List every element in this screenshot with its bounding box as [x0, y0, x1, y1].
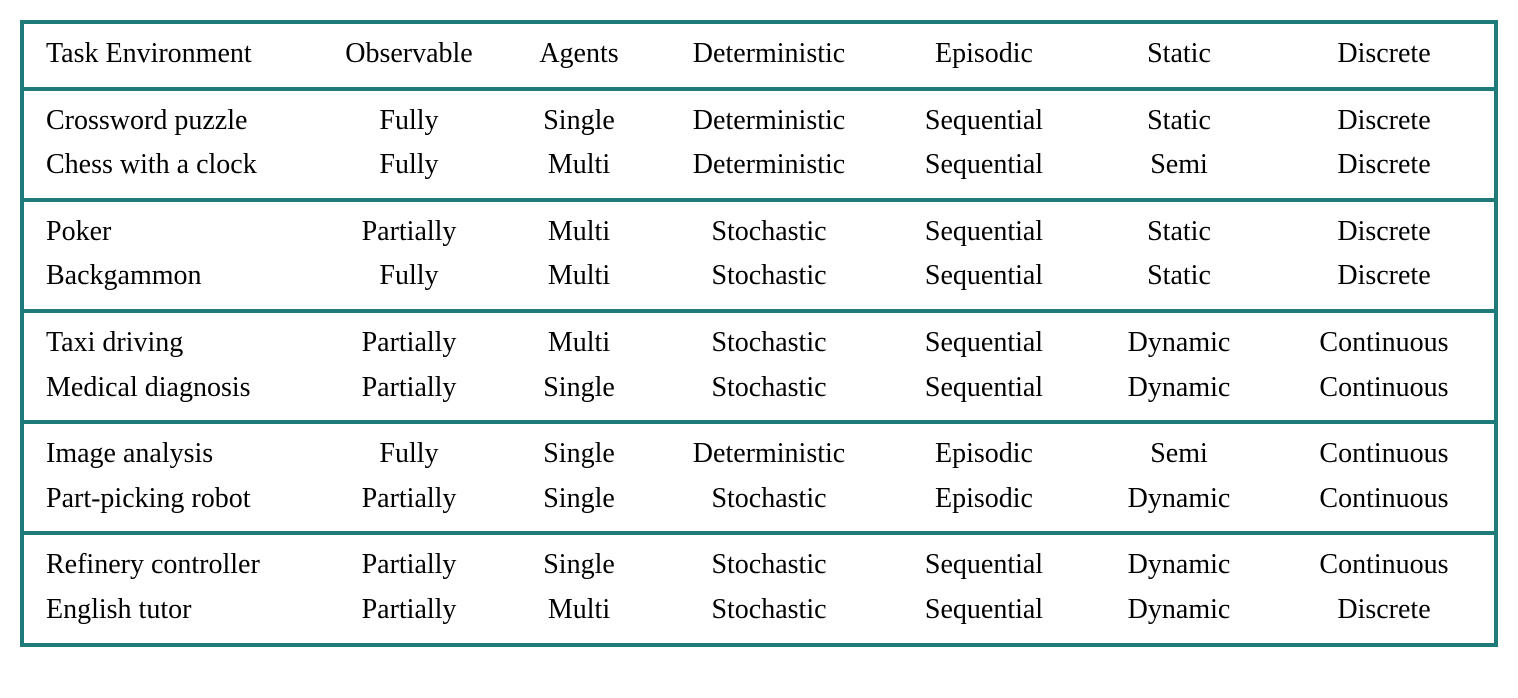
table-group: Image analysis Fully Single Deterministi…	[24, 424, 1494, 535]
cell: Fully	[314, 434, 504, 475]
table-row: Medical diagnosis Partially Single Stoch…	[24, 366, 1494, 421]
cell: Sequential	[884, 323, 1084, 364]
cell: Multi	[504, 323, 654, 364]
col-header: Observable	[314, 34, 504, 75]
col-header: Discrete	[1274, 34, 1494, 75]
table-group: Poker Partially Multi Stochastic Sequent…	[24, 202, 1494, 313]
table-row: Crossword puzzle Fully Single Determinis…	[24, 91, 1494, 144]
cell: Chess with a clock	[24, 145, 314, 186]
cell: Discrete	[1274, 590, 1494, 631]
cell: Continuous	[1274, 545, 1494, 586]
cell: Discrete	[1274, 101, 1494, 142]
cell: Taxi driving	[24, 323, 314, 364]
table-header-row: Task Environment Observable Agents Deter…	[24, 24, 1494, 87]
cell: Deterministic	[654, 145, 884, 186]
cell: Stochastic	[654, 545, 884, 586]
cell: Partially	[314, 545, 504, 586]
cell: Partially	[314, 590, 504, 631]
cell: Sequential	[884, 256, 1084, 297]
cell: Fully	[314, 101, 504, 142]
table-group: Refinery controller Partially Single Sto…	[24, 535, 1494, 642]
cell: Crossword puzzle	[24, 101, 314, 142]
cell: Static	[1084, 256, 1274, 297]
cell: Continuous	[1274, 479, 1494, 520]
cell: Single	[504, 545, 654, 586]
cell: Stochastic	[654, 590, 884, 631]
table-row: Image analysis Fully Single Deterministi…	[24, 424, 1494, 477]
col-header: Static	[1084, 34, 1274, 75]
cell: Single	[504, 479, 654, 520]
cell: Refinery controller	[24, 545, 314, 586]
cell: Continuous	[1274, 323, 1494, 364]
col-header: Agents	[504, 34, 654, 75]
cell: Continuous	[1274, 368, 1494, 409]
cell: Medical diagnosis	[24, 368, 314, 409]
cell: Dynamic	[1084, 479, 1274, 520]
cell: Continuous	[1274, 434, 1494, 475]
cell: Part-picking robot	[24, 479, 314, 520]
cell: Sequential	[884, 545, 1084, 586]
cell: Single	[504, 101, 654, 142]
table-row: Poker Partially Multi Stochastic Sequent…	[24, 202, 1494, 255]
cell: Backgammon	[24, 256, 314, 297]
table-row: Taxi driving Partially Multi Stochastic …	[24, 313, 1494, 366]
cell: Stochastic	[654, 479, 884, 520]
cell: Deterministic	[654, 434, 884, 475]
table-row: Chess with a clock Fully Multi Determini…	[24, 143, 1494, 198]
cell: Multi	[504, 256, 654, 297]
cell: Image analysis	[24, 434, 314, 475]
cell: Stochastic	[654, 256, 884, 297]
cell: Fully	[314, 145, 504, 186]
cell: Partially	[314, 368, 504, 409]
col-header: Task Environment	[24, 34, 314, 75]
table-row: Part-picking robot Partially Single Stoc…	[24, 477, 1494, 532]
table-row: Backgammon Fully Multi Stochastic Sequen…	[24, 254, 1494, 309]
task-environment-table: Task Environment Observable Agents Deter…	[20, 20, 1498, 647]
cell: Sequential	[884, 212, 1084, 253]
table-row: English tutor Partially Multi Stochastic…	[24, 588, 1494, 643]
cell: Dynamic	[1084, 545, 1274, 586]
cell: Multi	[504, 212, 654, 253]
table-group: Crossword puzzle Fully Single Determinis…	[24, 91, 1494, 202]
cell: Discrete	[1274, 256, 1494, 297]
col-header: Deterministic	[654, 34, 884, 75]
cell: Sequential	[884, 368, 1084, 409]
cell: Single	[504, 434, 654, 475]
cell: Dynamic	[1084, 368, 1274, 409]
cell: Dynamic	[1084, 590, 1274, 631]
table-header-section: Task Environment Observable Agents Deter…	[24, 24, 1494, 91]
cell: Static	[1084, 212, 1274, 253]
cell: Single	[504, 368, 654, 409]
cell: Fully	[314, 256, 504, 297]
cell: Sequential	[884, 145, 1084, 186]
table-group: Taxi driving Partially Multi Stochastic …	[24, 313, 1494, 424]
cell: Static	[1084, 101, 1274, 142]
cell: Dynamic	[1084, 323, 1274, 364]
cell: Discrete	[1274, 212, 1494, 253]
cell: Stochastic	[654, 368, 884, 409]
cell: Poker	[24, 212, 314, 253]
cell: Discrete	[1274, 145, 1494, 186]
cell: Multi	[504, 590, 654, 631]
cell: Episodic	[884, 434, 1084, 475]
cell: Multi	[504, 145, 654, 186]
cell: Episodic	[884, 479, 1084, 520]
cell: Stochastic	[654, 323, 884, 364]
cell: Semi	[1084, 434, 1274, 475]
table-row: Refinery controller Partially Single Sto…	[24, 535, 1494, 588]
cell: English tutor	[24, 590, 314, 631]
cell: Deterministic	[654, 101, 884, 142]
cell: Sequential	[884, 590, 1084, 631]
cell: Partially	[314, 323, 504, 364]
cell: Stochastic	[654, 212, 884, 253]
cell: Partially	[314, 479, 504, 520]
cell: Partially	[314, 212, 504, 253]
cell: Semi	[1084, 145, 1274, 186]
col-header: Episodic	[884, 34, 1084, 75]
cell: Sequential	[884, 101, 1084, 142]
